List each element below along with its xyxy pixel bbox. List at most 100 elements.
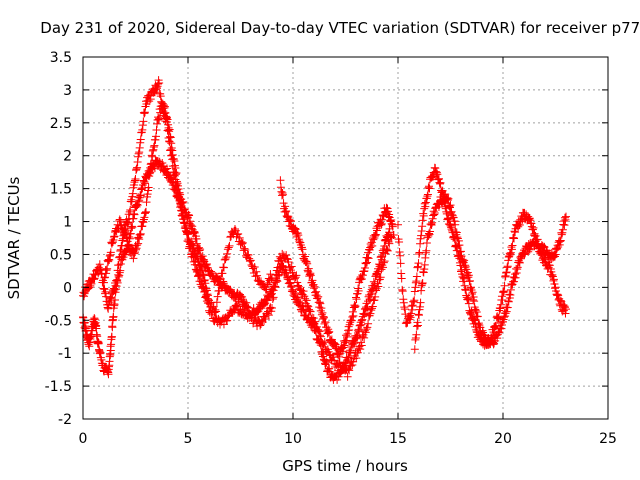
data-point: [419, 211, 428, 220]
data-point: [360, 264, 369, 273]
data-point: [413, 262, 422, 271]
data-point: [368, 302, 377, 311]
data-point: [409, 297, 418, 306]
data-point: [461, 261, 470, 270]
data-point: [195, 246, 204, 255]
data-point: [175, 188, 184, 197]
data-point: [105, 255, 114, 264]
data-point: [334, 372, 343, 381]
data-point: [164, 123, 173, 132]
data-point: [273, 277, 282, 286]
data-point: [143, 190, 152, 199]
data-point: [312, 291, 321, 300]
data-point: [203, 291, 212, 300]
data-point: [273, 271, 282, 280]
data-point: [457, 252, 466, 261]
data-point: [186, 220, 195, 229]
data-point: [411, 335, 420, 344]
data-point: [346, 348, 355, 357]
data-point: [364, 319, 373, 328]
data-point: [133, 241, 142, 250]
data-point: [496, 304, 505, 313]
data-point: [314, 326, 323, 335]
data-point: [397, 274, 406, 283]
data-point: [140, 209, 149, 218]
data-point: [424, 183, 433, 192]
data-point: [406, 313, 415, 322]
data-point: [423, 233, 432, 242]
data-point: [330, 339, 339, 348]
data-point: [278, 189, 287, 198]
data-point: [344, 353, 353, 362]
data-point: [346, 361, 355, 370]
data-point: [424, 182, 433, 191]
data-point: [465, 308, 474, 317]
data-point: [502, 307, 511, 316]
data-point: [562, 212, 570, 221]
data-point: [358, 332, 367, 341]
data-point: [100, 278, 108, 287]
data-point: [189, 241, 198, 250]
data-points: [79, 76, 570, 384]
data-point: [123, 218, 132, 227]
data-point: [379, 263, 388, 272]
data-point: [293, 281, 302, 290]
data-point: [366, 295, 375, 304]
data-point: [445, 202, 454, 211]
data-point: [499, 288, 508, 297]
data-point: [140, 179, 149, 188]
x-axis-label: GPS time / hours: [282, 457, 408, 475]
data-point: [417, 231, 426, 240]
x-tick-label: 20: [494, 431, 512, 447]
data-point: [267, 307, 276, 316]
data-point: [331, 340, 340, 349]
data-point: [348, 307, 357, 316]
data-point: [366, 243, 375, 252]
data-point: [374, 282, 383, 291]
data-point: [385, 239, 394, 248]
data-point: [325, 327, 334, 336]
data-point: [116, 217, 125, 225]
data-point: [150, 141, 159, 150]
data-point: [216, 274, 225, 283]
data-point: [436, 179, 444, 188]
data-point: [184, 229, 193, 238]
y-axis-label: SDTVAR / TECUs: [5, 176, 23, 299]
data-point: [431, 164, 440, 173]
data-point: [363, 323, 372, 332]
data-point: [168, 146, 177, 155]
x-tick-label: 15: [389, 431, 407, 447]
series-sdtvar-track-b: [79, 76, 396, 381]
data-point: [363, 258, 372, 267]
data-point: [394, 220, 402, 229]
data-point: [382, 208, 391, 217]
data-point: [509, 233, 518, 242]
data-point: [136, 229, 145, 238]
data-point: [167, 139, 176, 148]
data-point: [556, 237, 565, 246]
data-point: [283, 273, 292, 282]
data-point: [418, 222, 427, 231]
data-point: [316, 331, 325, 340]
data-point: [223, 316, 232, 325]
data-point: [464, 294, 473, 303]
data-point: [292, 271, 301, 280]
data-point: [422, 239, 431, 248]
data-point: [180, 218, 189, 227]
data-point: [384, 237, 393, 246]
data-point: [373, 222, 382, 231]
data-point: [412, 330, 421, 339]
data-point: [371, 230, 380, 239]
data-point: [264, 280, 273, 289]
data-point: [524, 215, 533, 224]
data-point: [501, 309, 510, 318]
data-point: [124, 218, 133, 227]
data-point: [315, 327, 324, 336]
data-point: [102, 292, 111, 301]
data-point: [505, 290, 514, 299]
data-point: [553, 290, 562, 299]
data-point: [414, 259, 423, 268]
data-point: [172, 169, 181, 178]
data-point: [410, 296, 419, 305]
